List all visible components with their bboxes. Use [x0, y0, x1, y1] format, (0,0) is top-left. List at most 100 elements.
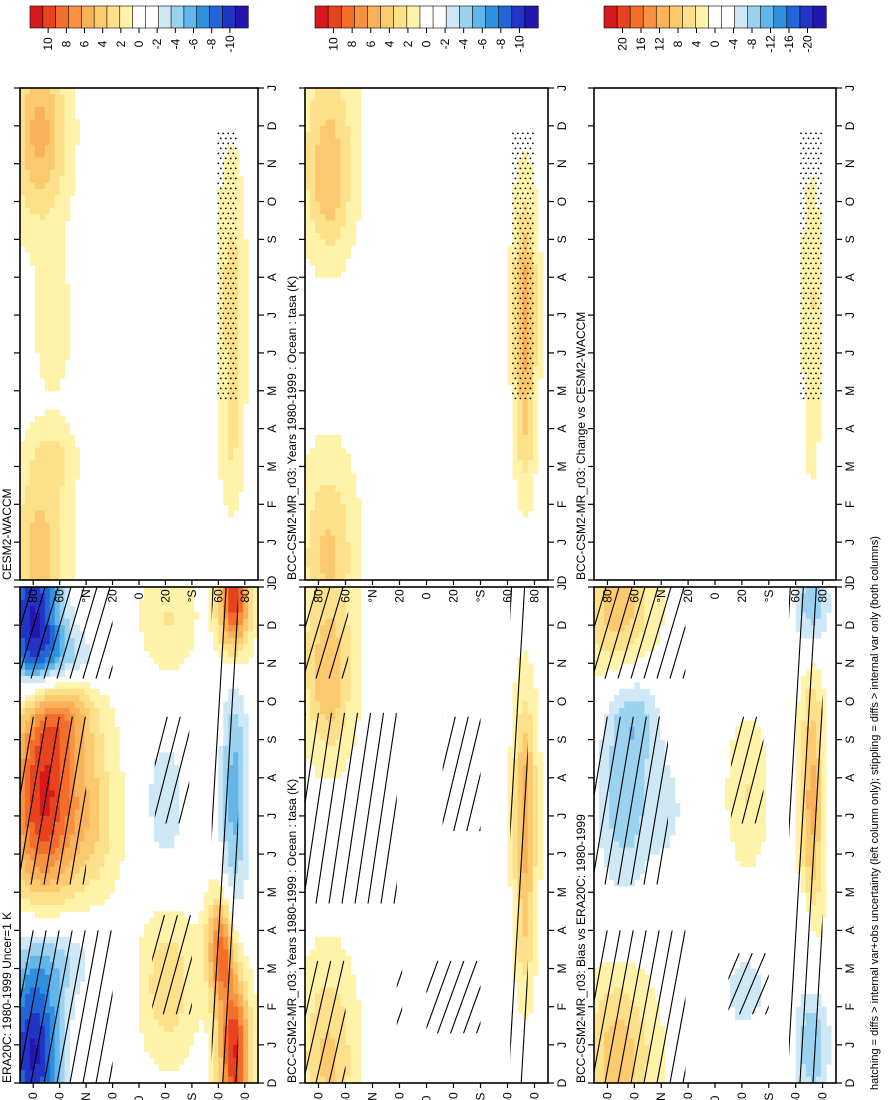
cell: [54, 841, 61, 849]
cell: [29, 828, 36, 836]
cell: [614, 847, 620, 855]
cell: [619, 765, 625, 773]
cell: [64, 854, 71, 862]
cell: [517, 796, 524, 804]
cell: [213, 879, 219, 887]
cell: [248, 987, 254, 995]
cell: [517, 815, 524, 823]
cell: [228, 1070, 234, 1078]
cell: [74, 714, 81, 722]
cell: [634, 726, 640, 734]
cell: [163, 822, 170, 830]
cell: [238, 733, 244, 741]
cell: [522, 873, 529, 881]
cell: [44, 771, 51, 779]
cell: [114, 809, 120, 817]
cell: [24, 644, 31, 652]
cell: [64, 803, 71, 811]
cell: [614, 644, 620, 652]
cell: [64, 663, 71, 671]
cell: [34, 656, 41, 664]
cell: [238, 835, 244, 842]
cell: [54, 644, 61, 652]
cell: [24, 860, 31, 868]
cell: [24, 809, 31, 817]
cell: [64, 1057, 71, 1065]
hatch-region: [426, 960, 481, 1034]
cell: [29, 854, 36, 862]
cell: [20, 631, 26, 639]
cell: [223, 974, 229, 982]
cell: [243, 1025, 249, 1033]
cell: [173, 1051, 180, 1059]
cell: [325, 1032, 331, 1040]
cell: [89, 701, 95, 709]
cell: [143, 949, 150, 957]
cell: [614, 1038, 620, 1046]
cell: [168, 1025, 175, 1033]
cell: [79, 847, 86, 855]
cell: [44, 612, 51, 620]
cell: [34, 745, 41, 753]
cell: [59, 898, 66, 906]
cell: [228, 1019, 234, 1027]
cell: [629, 981, 635, 989]
cell: [355, 695, 362, 703]
cell: [139, 1025, 145, 1033]
cell: [64, 1013, 71, 1021]
cell: [228, 1025, 234, 1033]
cell: [330, 968, 336, 976]
hatch-line: [305, 712, 333, 895]
cell: [340, 650, 347, 658]
cell: [148, 790, 155, 798]
cell: [228, 949, 234, 957]
hatch-line: [328, 1007, 346, 1083]
cell: [20, 955, 26, 963]
cell: [74, 656, 81, 664]
cell: [44, 1025, 51, 1033]
cell: [594, 669, 600, 677]
cell: [218, 758, 224, 766]
cell: [619, 752, 625, 760]
cell: [619, 631, 625, 639]
cell: [153, 790, 160, 798]
cell: [34, 707, 41, 715]
cell: [345, 1019, 352, 1027]
cell: [29, 815, 36, 823]
cell: [148, 796, 155, 804]
cell: [238, 631, 244, 639]
cell: [99, 879, 105, 887]
cell: [39, 676, 46, 683]
cell: [69, 612, 76, 620]
cell: [330, 936, 336, 944]
cell: [599, 809, 605, 817]
cell: [39, 745, 46, 753]
hatch-line: [558, 707, 588, 831]
cell: [350, 701, 357, 709]
cell: [350, 1070, 357, 1078]
cell: [79, 873, 86, 881]
cell: [310, 987, 316, 995]
cell: [320, 1019, 326, 1027]
cell: [609, 860, 615, 868]
cell: [188, 612, 195, 620]
cell: [335, 1057, 342, 1065]
cell: [517, 911, 524, 919]
cell: [148, 650, 155, 658]
cell: [29, 898, 36, 906]
cell: [158, 822, 165, 830]
cell: [248, 644, 254, 652]
cell: [69, 968, 76, 976]
hatch-line: [152, 915, 179, 1010]
cell: [330, 676, 336, 683]
cell: [89, 847, 95, 855]
cell: [223, 637, 229, 645]
cell: [158, 587, 165, 594]
cell: [143, 1032, 150, 1040]
cell: [39, 631, 46, 639]
cell: [89, 835, 95, 842]
cell: [340, 1063, 347, 1071]
cell: [54, 1051, 61, 1059]
cell: [74, 695, 81, 703]
